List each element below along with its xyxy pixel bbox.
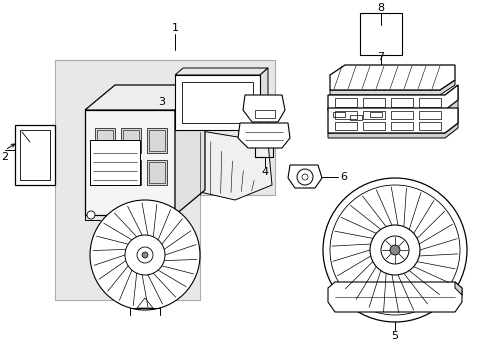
Polygon shape: [175, 85, 204, 215]
Polygon shape: [287, 165, 321, 188]
Polygon shape: [55, 60, 274, 300]
Bar: [390, 111, 412, 119]
Polygon shape: [175, 75, 260, 130]
Bar: [369, 112, 381, 117]
Bar: [254, 110, 274, 118]
Bar: [123, 130, 139, 151]
Circle shape: [87, 211, 95, 219]
Bar: [121, 160, 141, 185]
Bar: [123, 162, 139, 183]
Bar: [95, 128, 115, 153]
Polygon shape: [329, 80, 454, 95]
Bar: [95, 160, 115, 185]
Bar: [362, 111, 384, 119]
Polygon shape: [329, 65, 454, 90]
Polygon shape: [260, 68, 267, 130]
Bar: [362, 122, 384, 130]
Bar: [149, 162, 164, 183]
Text: 8: 8: [377, 3, 384, 13]
Polygon shape: [243, 95, 285, 122]
Bar: [147, 160, 167, 185]
Polygon shape: [327, 282, 461, 312]
Polygon shape: [238, 123, 289, 148]
Circle shape: [389, 245, 399, 255]
Circle shape: [323, 178, 466, 322]
Text: 7: 7: [377, 52, 384, 62]
Polygon shape: [85, 85, 204, 110]
Bar: [418, 111, 440, 119]
Bar: [97, 162, 113, 183]
Bar: [332, 112, 345, 117]
Bar: [334, 122, 356, 130]
Text: 6: 6: [340, 172, 347, 182]
Text: 2: 2: [1, 152, 9, 162]
Circle shape: [90, 200, 200, 310]
Polygon shape: [327, 85, 457, 110]
Polygon shape: [444, 85, 457, 133]
Text: 5: 5: [391, 331, 398, 341]
Bar: [390, 98, 412, 107]
Bar: [418, 122, 440, 130]
Polygon shape: [15, 125, 55, 185]
Bar: [149, 130, 164, 151]
Circle shape: [125, 235, 164, 275]
Circle shape: [137, 247, 153, 263]
Bar: [418, 98, 440, 107]
Text: 4: 4: [261, 167, 268, 177]
Polygon shape: [85, 110, 175, 215]
Text: 1: 1: [171, 23, 178, 33]
Bar: [147, 128, 167, 153]
Bar: [121, 128, 141, 153]
Text: 3: 3: [158, 97, 165, 107]
Bar: [97, 130, 113, 151]
Circle shape: [369, 225, 419, 275]
Bar: [334, 98, 356, 107]
Bar: [334, 111, 356, 119]
Circle shape: [380, 236, 408, 264]
Circle shape: [142, 252, 148, 258]
Bar: [362, 98, 384, 107]
Bar: [349, 115, 361, 120]
Bar: [90, 140, 140, 185]
Bar: [359, 13, 401, 55]
Polygon shape: [193, 130, 271, 200]
Circle shape: [164, 211, 173, 219]
Bar: [390, 122, 412, 130]
Polygon shape: [327, 108, 457, 133]
Polygon shape: [327, 123, 457, 138]
Polygon shape: [454, 282, 461, 295]
Circle shape: [296, 169, 312, 185]
Polygon shape: [175, 68, 267, 75]
